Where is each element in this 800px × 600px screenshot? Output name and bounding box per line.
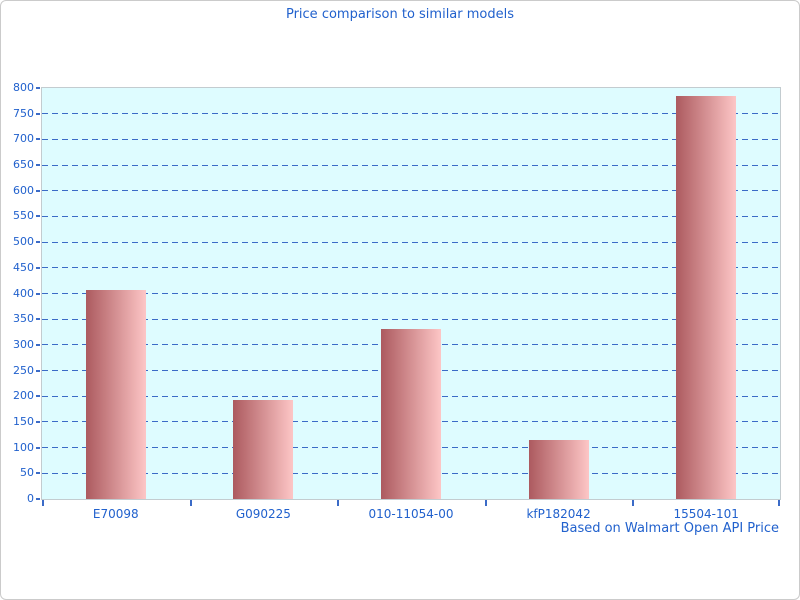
gridline-500 — [42, 241, 780, 243]
gridline-550 — [42, 215, 780, 217]
y-tick-700 — [36, 138, 40, 141]
bar-010-11054-00 — [381, 328, 441, 499]
y-tick-label-450: 450 — [13, 260, 34, 274]
gridline-450 — [42, 267, 780, 269]
x-tick-5 — [778, 500, 780, 506]
y-tick-0 — [36, 498, 40, 500]
y-tick-label-300: 300 — [13, 337, 34, 351]
y-tick-label-0: 0 — [27, 492, 34, 505]
x-tick-label-G090225: G090225 — [235, 507, 291, 521]
gridline-350 — [42, 318, 780, 320]
y-tick-label-500: 500 — [13, 235, 34, 249]
y-tick-650 — [36, 164, 40, 167]
bar-kfP182042 — [528, 439, 589, 499]
y-tick-label-550: 550 — [13, 209, 34, 223]
y-tick-label-600: 600 — [13, 183, 34, 197]
gridline-750 — [42, 113, 780, 115]
y-tick-label-50: 50 — [20, 466, 34, 480]
y-tick-100 — [36, 446, 40, 449]
chart-title: Price comparison to similar models — [285, 7, 515, 22]
bar-15504-101 — [676, 96, 737, 499]
y-tick-550 — [36, 215, 40, 218]
gridline-700 — [42, 138, 780, 140]
bar-G090225 — [233, 400, 294, 499]
y-tick-label-350: 350 — [13, 312, 34, 326]
y-tick-label-250: 250 — [13, 363, 34, 377]
bar-chart: 0 50 100 150 200 250 300 350 400 450 500 550 600 650 7… — [13, 81, 781, 521]
y-tick-label-200: 200 — [13, 389, 34, 403]
x-tick-4 — [632, 500, 635, 506]
gridline-400 — [42, 293, 780, 294]
y-tick-450 — [36, 266, 40, 269]
x-tick-label-010-11054-00: 010-11054-00 — [368, 507, 454, 521]
y-tick-600 — [36, 189, 40, 192]
bar-E70098 — [85, 289, 146, 499]
x-tick-label-15504-101: 15504-101 — [673, 507, 739, 521]
y-tick-label-800: 800 — [13, 81, 34, 94]
y-tick-label-750: 750 — [13, 106, 34, 120]
plot-area — [42, 88, 780, 499]
x-tick-1 — [189, 500, 192, 506]
chart-caption: Based on Walmart Open API Price — [560, 521, 779, 536]
y-tick-350 — [36, 318, 40, 321]
x-tick-label-kfP182042: kfP182042 — [526, 507, 591, 521]
y-tick-300 — [36, 343, 40, 346]
y-tick-400 — [36, 292, 40, 295]
x-tick-label-E70098: E70098 — [92, 507, 139, 521]
y-tick-label-150: 150 — [13, 414, 34, 428]
y-tick-150 — [36, 420, 40, 423]
y-tick-200 — [36, 395, 40, 398]
y-tick-250 — [36, 369, 40, 372]
y-tick-750 — [36, 112, 40, 115]
gridline-650 — [42, 164, 780, 166]
x-tick-2 — [337, 500, 340, 506]
x-tick-0 — [42, 500, 44, 506]
y-tick-label-700: 700 — [13, 132, 34, 146]
y-tick-label-100: 100 — [13, 440, 34, 454]
gridline-600 — [42, 190, 780, 192]
x-tick-3 — [484, 500, 487, 506]
y-tick-50 — [36, 472, 40, 475]
y-tick-label-400: 400 — [13, 286, 34, 300]
y-tick-800 — [36, 87, 40, 89]
y-tick-500 — [36, 241, 40, 244]
y-tick-label-650: 650 — [13, 158, 34, 172]
